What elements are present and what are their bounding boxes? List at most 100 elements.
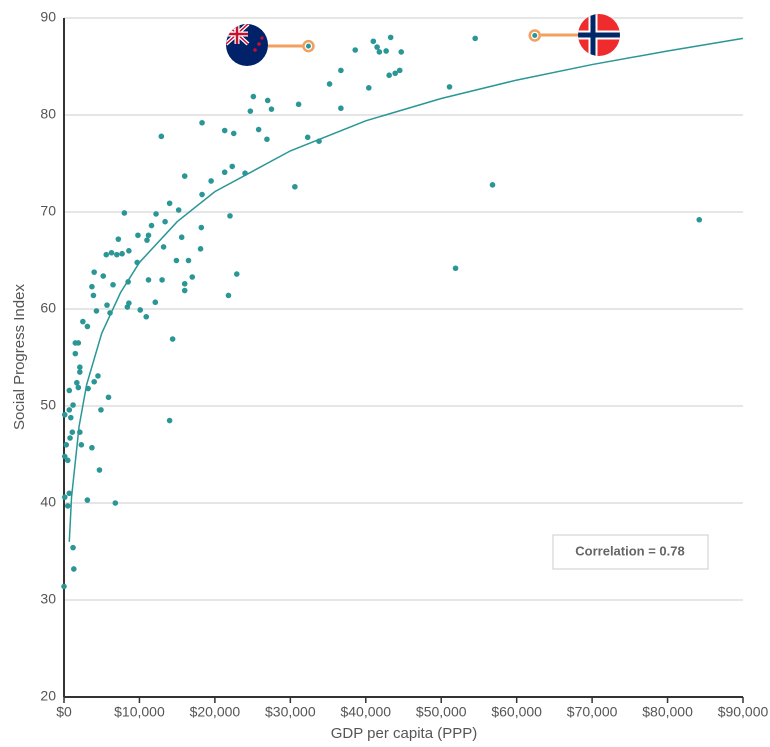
point: [126, 248, 132, 254]
point: [71, 566, 77, 572]
flag-norway: [578, 14, 620, 56]
point: [137, 307, 143, 313]
point: [67, 414, 74, 421]
point: [61, 411, 68, 418]
point: [227, 213, 233, 219]
point: [63, 442, 70, 448]
x-tick-label: $20,000: [190, 704, 241, 720]
point: [80, 318, 86, 325]
point: [96, 467, 103, 473]
point: [107, 310, 113, 316]
point: [75, 384, 82, 391]
point: [89, 283, 95, 290]
point: [84, 323, 91, 330]
point: [74, 379, 80, 386]
point: [160, 244, 167, 250]
point: [112, 500, 119, 506]
point: [91, 269, 97, 275]
point: [221, 169, 228, 176]
point: [250, 93, 257, 100]
point: [84, 497, 91, 503]
point: [268, 106, 275, 112]
point: [197, 246, 204, 252]
point: [121, 210, 128, 216]
point: [242, 170, 248, 176]
point: [114, 251, 120, 258]
y-tick-label: 80: [40, 106, 56, 122]
point: [125, 279, 131, 285]
point: [396, 67, 403, 74]
point: [70, 544, 76, 551]
x-tick-label: $30,000: [265, 704, 316, 720]
point: [185, 257, 192, 264]
x-tick-label: $0: [56, 704, 72, 720]
point: [145, 277, 152, 283]
x-tick-label: $40,000: [340, 704, 391, 720]
flag-new-zealand: [226, 24, 268, 66]
point: [352, 47, 359, 53]
point: [152, 299, 159, 306]
point: [115, 236, 122, 242]
trendline: [68, 37, 744, 542]
point: [134, 259, 140, 266]
point: [169, 336, 176, 342]
y-tick-label: 50: [40, 397, 56, 413]
point: [316, 138, 322, 144]
point: [162, 218, 168, 225]
point: [66, 490, 73, 497]
y-tick-label: 20: [40, 688, 56, 704]
x-tick-label: $10,000: [114, 704, 165, 720]
point: [135, 232, 141, 239]
y-axis-title: Social Progress Index: [11, 284, 28, 430]
y-tick-label: 30: [40, 591, 56, 607]
point: [61, 494, 68, 500]
x-tick-label: $50,000: [416, 704, 467, 720]
point: [61, 583, 67, 590]
point: [70, 402, 76, 408]
point: [66, 407, 73, 413]
point: [173, 257, 180, 264]
point: [398, 49, 405, 55]
point: [181, 280, 188, 287]
point: [158, 133, 165, 140]
point: [103, 251, 110, 258]
point: [178, 234, 185, 241]
point: [208, 178, 214, 184]
y-tick-label: 40: [40, 494, 56, 510]
point: [126, 300, 132, 306]
annotation-box: [552, 534, 709, 570]
point: [229, 163, 236, 170]
point: [61, 453, 68, 460]
point: [376, 49, 383, 55]
point: [90, 292, 97, 299]
point: [72, 350, 79, 357]
point: [338, 105, 344, 112]
x-tick-label: $80,000: [642, 704, 693, 720]
point: [247, 108, 254, 114]
point: [98, 407, 104, 413]
point: [221, 127, 228, 134]
point: [67, 435, 73, 441]
point: [489, 182, 496, 188]
x-axis-title: GDP per capita (PPP): [331, 725, 477, 742]
point: [145, 232, 152, 239]
point: [383, 48, 389, 54]
point: [264, 97, 271, 104]
point: [77, 369, 83, 375]
point: [66, 387, 73, 394]
point: [166, 200, 173, 207]
point: [93, 308, 100, 314]
point: [100, 273, 107, 279]
point: [104, 302, 110, 308]
point: [446, 84, 453, 90]
point: [108, 249, 115, 256]
point: [166, 417, 173, 424]
point: [199, 191, 205, 198]
y-tick-label: 90: [40, 9, 56, 25]
point: [159, 277, 165, 283]
point: [374, 44, 380, 50]
point: [198, 224, 205, 231]
point: [153, 211, 159, 217]
point: [181, 287, 188, 294]
point: [233, 271, 240, 277]
